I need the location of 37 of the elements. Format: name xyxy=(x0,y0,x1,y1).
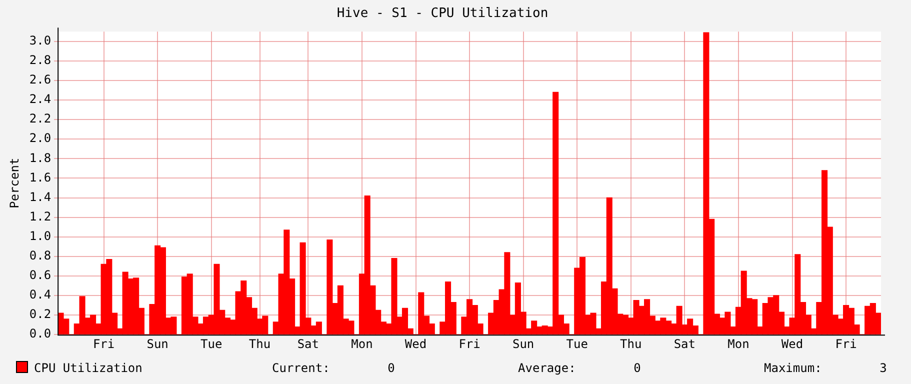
y-tick-label: 1.2 xyxy=(29,209,52,224)
y-tick-label: 0.2 xyxy=(29,307,52,322)
y-axis-title: Percent xyxy=(7,158,22,208)
x-tick-label: Tue xyxy=(566,336,588,351)
y-tick-label: 0.8 xyxy=(29,248,52,263)
x-tick-label: Mon xyxy=(728,336,750,351)
y-tick-label: 1.6 xyxy=(29,170,52,184)
y-tick-label: 2.8 xyxy=(29,53,52,68)
y-tick-label: 2.0 xyxy=(29,131,52,146)
y-tick-label: 2.4 xyxy=(29,92,52,106)
text: Current: 0 xyxy=(272,361,395,375)
y-tick-label: 3.0 xyxy=(29,34,52,48)
x-tick-label: Fri xyxy=(835,336,857,351)
x-tick-label: Sat xyxy=(297,336,320,351)
y-tick-label: 0.4 xyxy=(29,288,52,302)
x-tick-label: Thu xyxy=(248,336,271,351)
text: Maximum: 3 xyxy=(764,361,887,375)
x-tick-label: Fri xyxy=(458,336,480,351)
chart-title: Hive - S1 - CPU Utilization xyxy=(336,6,548,22)
x-tick-label: Thu xyxy=(620,336,642,351)
y-tick-label: 1.8 xyxy=(29,150,52,165)
y-tick-label: 2.2 xyxy=(29,112,52,126)
y-tick-label: 2.6 xyxy=(29,72,52,87)
x-tick-label: Tue xyxy=(200,336,222,351)
y-tick-label: 0.0 xyxy=(29,326,52,341)
legend-label: CPU Utilization xyxy=(33,361,142,375)
x-tick-label: Wed xyxy=(781,336,804,351)
x-tick-label: Wed xyxy=(404,336,427,351)
y-tick-label: 1.0 xyxy=(29,228,52,243)
x-tick-label: Sun xyxy=(146,336,168,351)
text: Average: 0 xyxy=(518,361,641,375)
x-tick-label: Fri xyxy=(92,336,115,351)
y-tick-label: 0.6 xyxy=(29,268,52,282)
x-tick-label: Sat xyxy=(674,336,696,351)
x-tick-label: Sun xyxy=(512,336,534,351)
x-tick-label: Mon xyxy=(351,336,373,351)
y-tick-label: 1.4 xyxy=(29,190,52,204)
